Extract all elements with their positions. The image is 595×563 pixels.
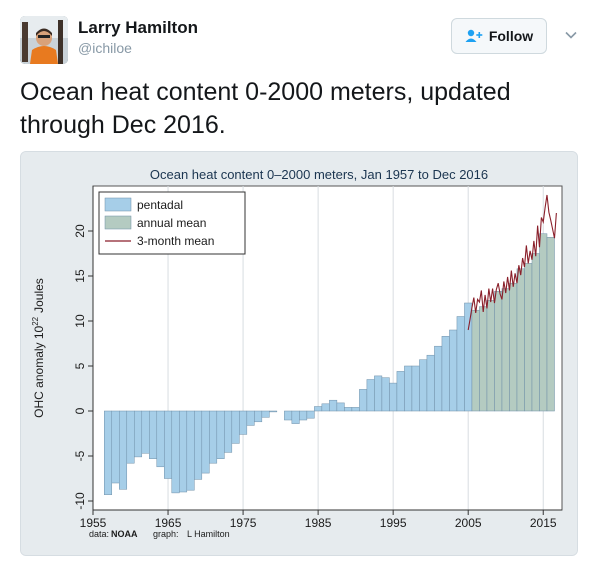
pentadal-bar bbox=[291, 410, 300, 424]
source-data-label: data: bbox=[89, 529, 109, 539]
pentadal-bar bbox=[104, 410, 113, 495]
tweet-text: Ocean heat content 0-2000 meters, update… bbox=[20, 78, 511, 139]
pentadal-bar bbox=[201, 410, 210, 474]
pentadal-bar bbox=[366, 379, 375, 412]
author-name[interactable]: Larry Hamilton bbox=[78, 18, 198, 37]
chevron-down-icon[interactable] bbox=[564, 28, 578, 42]
annual-bar bbox=[531, 253, 540, 412]
pentadal-bar bbox=[246, 410, 255, 426]
annual-bar bbox=[501, 288, 510, 412]
y-tick-label: 15 bbox=[73, 269, 87, 283]
pentadal-bar bbox=[179, 410, 188, 493]
annual-bar bbox=[479, 306, 488, 412]
pentadal-bar bbox=[441, 336, 450, 412]
x-tick-label: 1985 bbox=[305, 516, 332, 530]
pentadal-bar bbox=[216, 410, 225, 459]
x-tick-label: 1955 bbox=[80, 516, 107, 530]
pentadal-bar bbox=[119, 410, 128, 490]
pentadal-bar bbox=[269, 410, 278, 413]
annual-bar bbox=[516, 268, 525, 412]
pentadal-bar bbox=[464, 302, 473, 412]
author-handle[interactable]: @ichiloe bbox=[78, 40, 132, 56]
y-tick-label: 20 bbox=[73, 224, 87, 238]
pentadal-bar bbox=[314, 406, 323, 412]
follow-button[interactable]: Follow bbox=[451, 18, 547, 54]
y-tick-label: -10 bbox=[73, 492, 87, 510]
chart-image[interactable]: Ocean heat content 0–2000 meters, Jan 19… bbox=[20, 151, 578, 556]
pentadal-bar bbox=[344, 407, 353, 412]
pentadal-bar bbox=[171, 410, 180, 494]
y-axis-label-exponent: 22 bbox=[31, 316, 40, 325]
x-tick-label: 1975 bbox=[230, 516, 257, 530]
three-month-line bbox=[467, 194, 557, 331]
legend-swatch-pentadal bbox=[104, 197, 132, 212]
pentadal-bar bbox=[404, 365, 413, 412]
add-user-icon bbox=[465, 29, 483, 42]
pentadal-bar bbox=[321, 403, 330, 412]
pentadal-bar bbox=[374, 375, 383, 412]
x-tick-label: 2005 bbox=[455, 516, 482, 530]
source-data-value: NOAA bbox=[111, 529, 138, 539]
x-tick-label: 1995 bbox=[380, 516, 407, 530]
legend-swatch-annual bbox=[104, 215, 132, 230]
annual-bar bbox=[486, 300, 495, 412]
source-graph-label: graph: bbox=[153, 529, 179, 539]
pentadal-bar bbox=[396, 371, 405, 412]
pentadal-bar bbox=[209, 410, 218, 464]
annual-bar bbox=[524, 263, 533, 412]
pentadal-bar bbox=[434, 345, 443, 412]
annual-bar bbox=[539, 233, 548, 412]
pentadal-bar bbox=[336, 402, 345, 412]
annual-bar bbox=[471, 309, 480, 412]
pentadal-bar bbox=[261, 410, 270, 418]
pentadal-bar bbox=[149, 410, 158, 459]
pentadal-bar bbox=[231, 410, 240, 444]
follow-label: Follow bbox=[488, 28, 534, 44]
y-tick-label: 5 bbox=[73, 362, 87, 369]
ohc-chart: Ocean heat content 0–2000 meters, Jan 19… bbox=[21, 152, 577, 555]
annual-bar bbox=[546, 237, 555, 412]
pentadal-bar bbox=[284, 410, 293, 421]
legend-label: annual mean bbox=[137, 216, 206, 230]
pentadal-bar bbox=[306, 410, 315, 419]
y-axis-label: OHC anomaly 1022 Joules bbox=[31, 278, 46, 418]
pentadal-bar bbox=[126, 410, 135, 464]
pentadal-bar bbox=[141, 410, 150, 454]
pentadal-bar bbox=[186, 410, 195, 491]
pentadal-bar bbox=[134, 410, 143, 458]
pentadal-bar bbox=[449, 329, 458, 412]
pentadal-bar bbox=[164, 410, 173, 479]
y-axis-label-main: OHC anomaly 10 bbox=[32, 325, 46, 417]
pentadal-bar bbox=[426, 354, 435, 412]
pentadal-bar bbox=[389, 382, 398, 412]
y-tick-label: 10 bbox=[73, 314, 87, 328]
avatar[interactable] bbox=[20, 16, 68, 64]
pentadal-bar bbox=[456, 316, 465, 412]
source-graph-value: L Hamilton bbox=[187, 529, 230, 539]
pentadal-bar bbox=[381, 377, 390, 412]
legend-label: pentadal bbox=[137, 198, 183, 212]
annual-bar bbox=[509, 282, 518, 412]
pentadal-bar bbox=[411, 365, 420, 412]
pentadal-bar bbox=[224, 410, 233, 453]
x-tick-label: 2015 bbox=[530, 516, 557, 530]
pentadal-bar bbox=[329, 399, 338, 412]
legend-label: 3-month mean bbox=[137, 234, 214, 248]
pentadal-bar bbox=[111, 410, 120, 484]
pentadal-bar bbox=[194, 410, 203, 480]
annual-bar bbox=[494, 291, 503, 412]
pentadal-bar bbox=[239, 410, 248, 435]
pentadal-bar bbox=[419, 359, 428, 412]
pentadal-bar bbox=[299, 410, 308, 421]
x-tick-label: 1965 bbox=[155, 516, 182, 530]
chart-title: Ocean heat content 0–2000 meters, Jan 19… bbox=[150, 167, 488, 182]
pentadal-bar bbox=[359, 389, 368, 412]
pentadal-bar bbox=[351, 407, 360, 412]
pentadal-bar bbox=[254, 410, 263, 423]
pentadal-bar bbox=[156, 410, 165, 468]
y-tick-label: 0 bbox=[73, 407, 87, 414]
y-axis-label-unit: Joules bbox=[32, 278, 46, 313]
y-tick-label: -5 bbox=[73, 450, 87, 461]
